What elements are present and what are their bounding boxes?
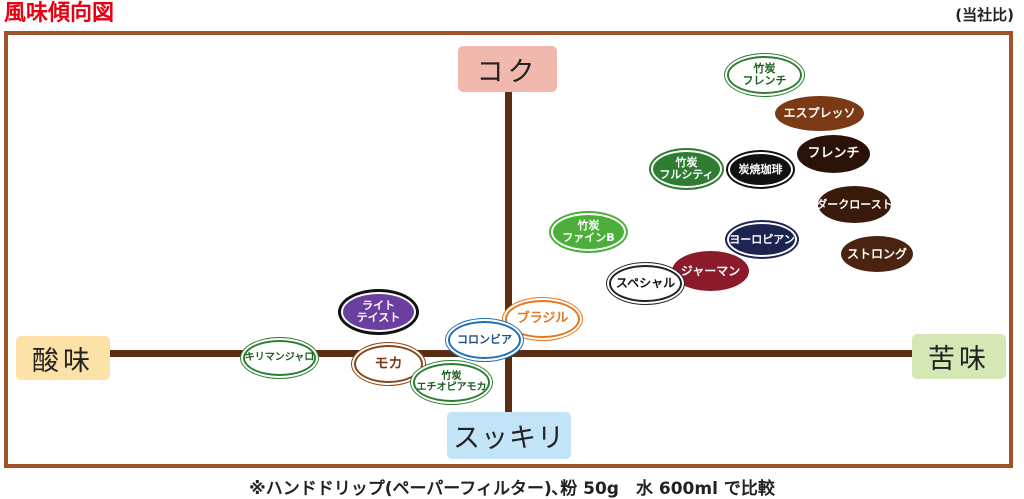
bean-european: ヨーロピアン bbox=[727, 222, 797, 257]
axis-label-clean: スッキリ bbox=[447, 412, 571, 459]
bean-line: 竹炭 bbox=[753, 62, 776, 76]
bean-kilimanjaro: キリマンジャロ bbox=[243, 340, 316, 376]
bean-line: ライト bbox=[362, 299, 395, 313]
bean-line: 炭焼珈琲 bbox=[738, 162, 783, 176]
axis-label-rich: コク bbox=[458, 46, 557, 92]
bean-line: 竹炭 bbox=[441, 371, 462, 382]
bean-chikutan-ethiopia-mocha: 竹炭 エチオピアモカ bbox=[413, 363, 490, 402]
bean-dark-roast: ダークロースト bbox=[816, 186, 893, 223]
bean-french: フレンチ bbox=[797, 135, 870, 173]
bean-line: エスプレッソ bbox=[783, 106, 856, 121]
bean-sumiyaki: 炭焼珈琲 bbox=[728, 152, 793, 187]
axis-label-bitterness: 苦味 bbox=[912, 334, 1006, 379]
bean-line: モカ bbox=[374, 355, 403, 372]
bean-line: フレンチ bbox=[807, 146, 860, 162]
bean-german: ジャーマン bbox=[672, 251, 749, 291]
bean-chikutan-fine-b: 竹炭 ファインB bbox=[551, 213, 626, 251]
bean-line: ジャーマン bbox=[680, 263, 741, 278]
diagram-frame bbox=[4, 31, 1013, 468]
bean-line: コロンビア bbox=[457, 333, 512, 347]
bean-line: エチオピアモカ bbox=[416, 381, 487, 393]
bean-line: フルシティ bbox=[659, 168, 714, 181]
bean-special: スペシャル bbox=[609, 265, 682, 302]
axis-label-acidity: 酸味 bbox=[16, 336, 110, 380]
horizontal-axis bbox=[108, 350, 916, 357]
bean-line: ストロング bbox=[846, 246, 907, 261]
bean-light-taste: ライト テイスト bbox=[341, 292, 416, 332]
page-title: 風味傾向図 bbox=[4, 1, 115, 26]
bean-line: 竹炭 bbox=[577, 219, 600, 233]
bean-line: テイスト bbox=[356, 311, 401, 324]
bean-line: フレンチ bbox=[742, 74, 787, 87]
bean-mocha: モカ bbox=[354, 345, 423, 383]
bean-line: ブラジル bbox=[516, 311, 569, 327]
comparison-note: (当社比) bbox=[955, 6, 1014, 24]
bean-strong: ストロング bbox=[841, 236, 913, 272]
bean-chikutan-fullcity: 竹炭 フルシティ bbox=[651, 150, 722, 188]
bean-espresso: エスプレッソ bbox=[775, 96, 864, 131]
bean-line: 竹炭 bbox=[675, 156, 698, 170]
bean-line: ダークロースト bbox=[816, 197, 893, 211]
bean-line: キリマンジャロ bbox=[244, 351, 315, 363]
bean-line: スペシャル bbox=[615, 276, 676, 291]
bean-colombia: コロンビア bbox=[448, 321, 521, 359]
bean-line: ファインB bbox=[562, 231, 615, 244]
bean-chikutan-french: 竹炭 フレンチ bbox=[727, 56, 802, 94]
footer-note: ※ハンドドリップ(ペーパーフィルター)､粉 50g 水 600ml で比較 bbox=[249, 479, 775, 499]
bean-line: ヨーロピアン bbox=[729, 232, 795, 246]
vertical-axis bbox=[505, 88, 512, 413]
